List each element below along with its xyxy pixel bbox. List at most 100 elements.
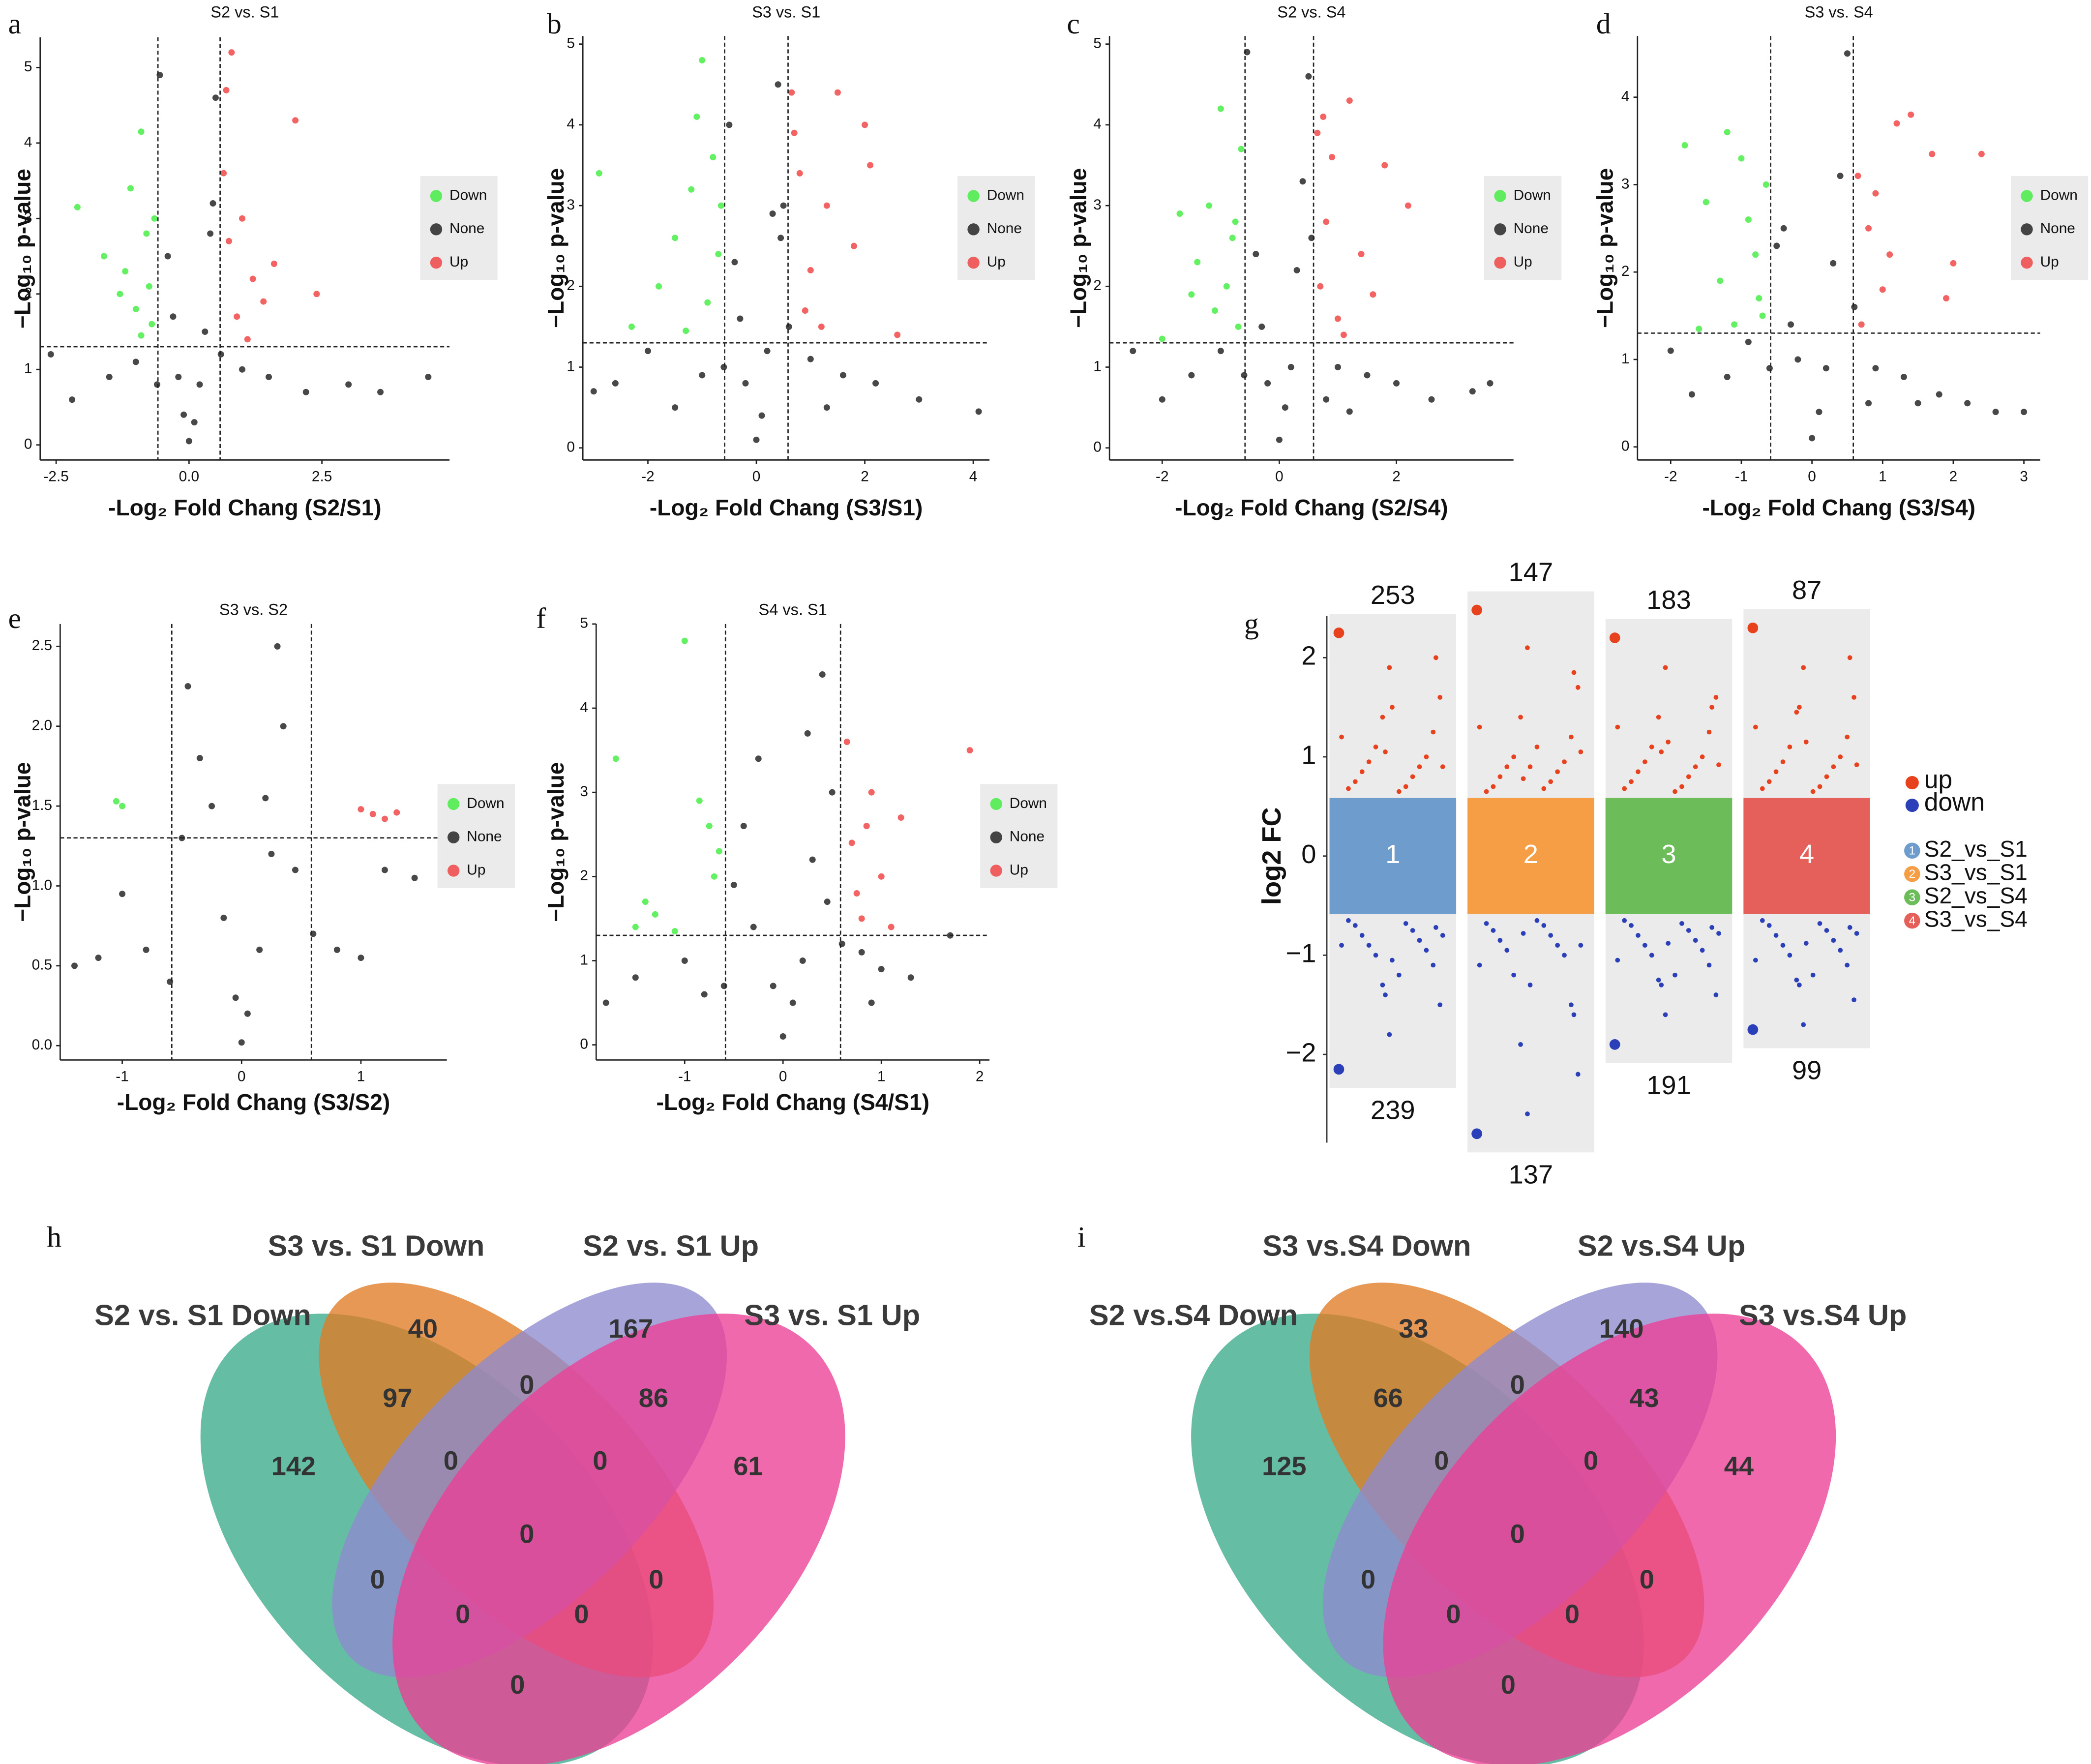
fc-point — [1359, 769, 1365, 775]
group-label: 3 — [1661, 839, 1676, 869]
fc-point — [1666, 739, 1671, 745]
fc-point — [1700, 754, 1705, 759]
data-point — [681, 637, 688, 644]
region-count: 0 — [444, 1446, 458, 1476]
set-label: S2 vs.S4 Down — [1089, 1298, 1298, 1331]
data-point — [196, 381, 203, 388]
y-tick-label: 1 — [1301, 740, 1316, 770]
data-point — [867, 162, 874, 169]
data-point — [239, 366, 245, 373]
region-count: 97 — [383, 1383, 412, 1413]
fc-point — [1831, 764, 1836, 770]
data-point — [71, 962, 78, 969]
data-point — [266, 374, 272, 381]
data-point — [143, 946, 149, 953]
data-point — [249, 275, 256, 282]
fc-point — [1845, 734, 1850, 740]
data-point — [1320, 113, 1327, 120]
data-point — [1404, 202, 1411, 209]
fc-point — [1433, 655, 1438, 660]
fc-point — [1548, 933, 1553, 938]
data-point — [209, 200, 216, 207]
data-point — [132, 359, 139, 365]
fc-point — [1659, 749, 1664, 754]
fc-point — [1390, 705, 1395, 710]
data-point — [212, 94, 219, 101]
data-point — [220, 914, 227, 921]
legend-marker — [1905, 776, 1919, 790]
data-point — [1258, 323, 1265, 330]
group-label: 1 — [1385, 839, 1400, 869]
data-point — [1978, 150, 1985, 157]
fc-point — [1622, 918, 1627, 923]
data-point — [345, 381, 352, 388]
data-point — [217, 351, 224, 358]
fc-point — [1477, 724, 1482, 730]
data-point — [333, 946, 340, 953]
threshold-band — [1467, 798, 1594, 914]
fc-point — [1339, 943, 1344, 948]
data-point — [628, 323, 635, 330]
region-count: 66 — [1374, 1383, 1403, 1413]
data-point — [1865, 225, 1872, 232]
x-tick-label: -1 — [116, 1069, 129, 1085]
data-point — [1830, 260, 1837, 267]
legend-label: None — [1514, 220, 1549, 237]
region-count: 0 — [1501, 1670, 1516, 1700]
fc-point — [1437, 695, 1443, 700]
fc-point — [1636, 769, 1641, 775]
data-point — [1381, 162, 1388, 169]
data-point — [602, 999, 609, 1006]
data-point — [1773, 242, 1780, 249]
data-point — [824, 898, 831, 905]
data-point — [425, 374, 432, 381]
data-point — [916, 396, 923, 403]
fc-point — [1541, 923, 1547, 928]
data-point — [1323, 396, 1330, 403]
fc-point — [1578, 749, 1583, 754]
fc-point — [1431, 962, 1436, 968]
fc-point — [1571, 1012, 1577, 1017]
x-axis-label: -Log₂ Fold Chang (S3/S1) — [650, 495, 923, 520]
y-tick-label: 4 — [24, 134, 32, 150]
fc-point — [1346, 918, 1351, 923]
data-point — [770, 983, 777, 989]
data-point — [1724, 373, 1731, 381]
data-point — [858, 915, 865, 922]
legend-label: Down — [2040, 187, 2078, 203]
fc-point — [1431, 729, 1436, 735]
fc-point — [1518, 715, 1523, 720]
legend-marker-label: 1 — [1909, 844, 1916, 858]
fc-point — [1440, 933, 1445, 938]
y-tick-label: 1 — [567, 358, 575, 374]
fc-point — [1433, 925, 1438, 930]
data-point — [196, 755, 203, 762]
data-point — [862, 121, 868, 128]
y-tick-label: 4 — [1093, 116, 1102, 132]
data-point — [1794, 356, 1801, 363]
region-count: 61 — [733, 1451, 763, 1481]
data-point — [872, 380, 879, 387]
data-point — [185, 438, 192, 445]
data-point — [1936, 391, 1942, 398]
data-point — [696, 797, 703, 804]
legend-marker — [447, 831, 460, 843]
chart-title: S2 vs. S1 — [210, 3, 279, 21]
data-point — [228, 49, 235, 56]
data-point — [1253, 251, 1259, 258]
data-point — [207, 230, 214, 237]
y-tick-label: 2.0 — [32, 718, 52, 734]
data-point — [1346, 408, 1353, 415]
y-axis-label: −Log₁₀ p-value — [543, 168, 568, 328]
y-tick-label: 0 — [24, 436, 32, 452]
data-point — [1731, 321, 1738, 328]
data-point — [1159, 396, 1165, 403]
legend-label: Down — [449, 187, 487, 203]
data-point — [1130, 348, 1136, 355]
region-count: 0 — [574, 1599, 589, 1629]
fc-point — [1663, 1012, 1668, 1017]
fc-point — [1424, 948, 1429, 953]
data-point — [220, 170, 227, 177]
fc-point — [1569, 1002, 1574, 1008]
data-point — [225, 238, 232, 244]
